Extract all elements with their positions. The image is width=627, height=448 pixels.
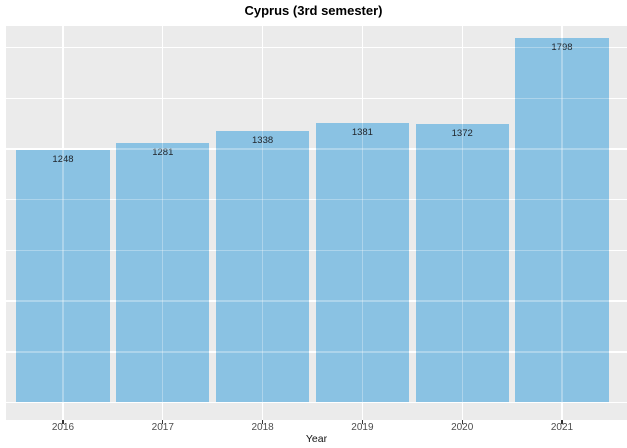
bar-2020 [415,124,509,403]
x-axis-tick-label: 2017 [151,422,174,433]
gridline-horizontal-overlay [6,47,627,49]
gridline-horizontal [6,47,627,49]
plot-panel: 1248 1281 1338 1381 1372 1798 [6,26,627,420]
x-axis-tick-label: 2016 [51,422,75,433]
gridline-vertical-overlay [461,26,463,420]
gridline-horizontal [6,97,627,100]
gridline-horizontal-overlay [6,300,627,302]
bar-2018 [215,131,310,403]
bar-2019 [315,122,410,403]
gridline-vertical-overlay [62,26,64,420]
bar-value-label: 1281 [152,146,174,158]
x-axis-tick-label: 2019 [351,422,374,433]
gridline-horizontal-overlay [6,351,627,353]
gridline-horizontal-overlay [6,249,627,252]
bar-value-label: 1372 [451,128,473,140]
x-axis-tick [561,420,563,424]
x-axis-tick-label: 2020 [451,422,474,433]
x-axis-tick-label: 2018 [251,422,274,433]
x-axis-tick [162,420,164,424]
gridline-horizontal-overlay [6,199,627,201]
bar-2021 [515,38,609,403]
chart-title: Cyprus (3rd semester) [244,3,383,18]
x-axis-tick [262,420,264,424]
bar-value-label: 1798 [551,42,573,54]
x-axis-title: Year [305,433,328,445]
gridline-horizontal [6,401,627,404]
gridline-horizontal-overlay [6,97,627,100]
bar-value-label: 1381 [351,126,373,138]
gridline-vertical-overlay [561,26,563,420]
gridline-vertical-overlay [261,26,264,420]
gridline-vertical-overlay [361,26,364,420]
x-axis-tick [361,420,363,424]
gridline-vertical-overlay [162,26,164,420]
gridline-horizontal-overlay [6,148,627,150]
bar-2017 [116,142,210,403]
x-axis-tick [461,420,463,424]
x-axis-tick-label: 2021 [550,422,574,433]
bar-2016 [16,149,110,403]
gridline-horizontal-overlay [6,401,627,404]
bar-value-label: 1338 [252,135,274,147]
bar-value-label: 1248 [52,153,74,165]
x-axis-tick [62,420,64,424]
